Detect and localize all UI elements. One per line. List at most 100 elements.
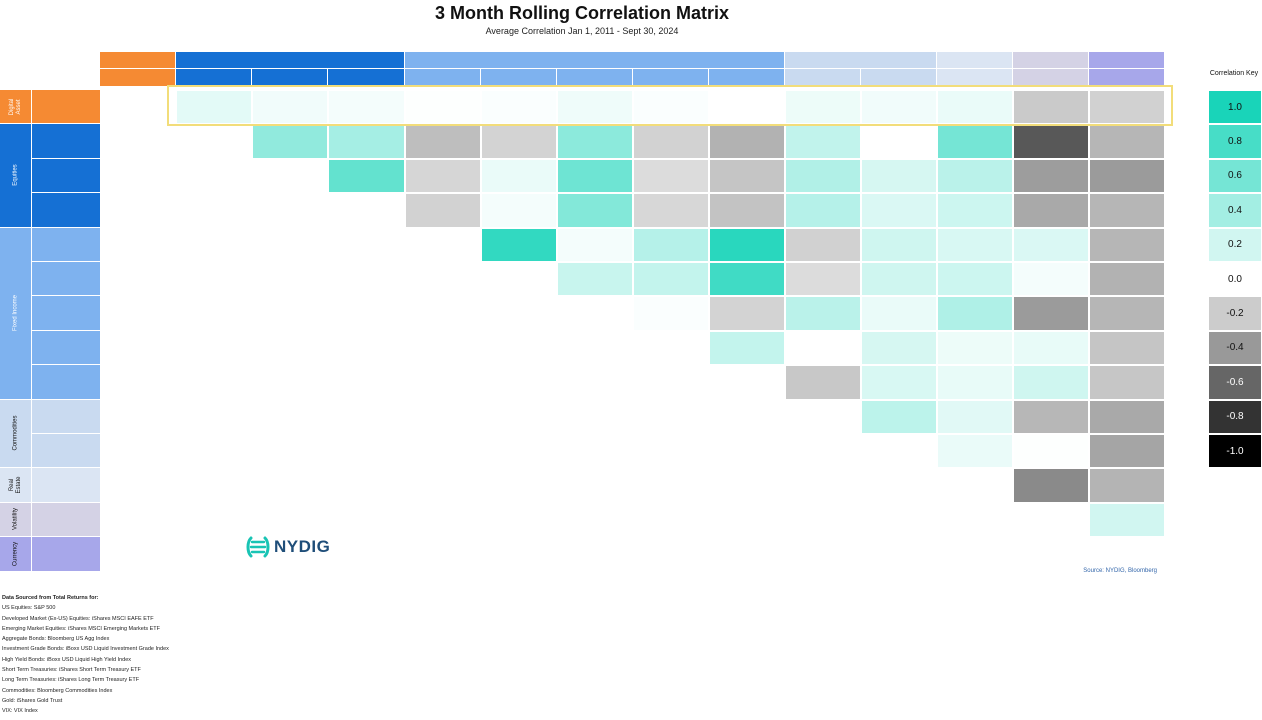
correlation-cell	[937, 330, 1013, 366]
key-swatch: 0.0	[1208, 262, 1262, 297]
notes-line: Long Term Treasuries: iShares Long Term …	[2, 677, 140, 684]
correlation-cell	[937, 193, 1013, 228]
notes-line: Commodities: Bloomberg Commodities Index	[2, 687, 113, 694]
correlation-cell	[481, 124, 557, 159]
column-header-lt-us-treasuries	[709, 69, 785, 86]
correlation-key-title: Correlation Key	[1209, 70, 1259, 77]
row-label-us-dollar	[32, 537, 100, 572]
notes-line: Short Term Treasuries: iShares Short Ter…	[2, 667, 141, 674]
correlation-cell	[1089, 399, 1165, 434]
row-label-bitcoin	[32, 90, 100, 125]
notes-line: High Yield Bonds: iBoxx USD Liquid High …	[2, 656, 132, 663]
correlation-cell	[1089, 330, 1165, 366]
nydig-logo: NYDIG	[246, 535, 330, 559]
correlation-cell	[481, 90, 557, 125]
correlation-cell	[633, 193, 709, 228]
correlation-cell	[937, 262, 1013, 297]
column-group-commodities	[785, 52, 937, 69]
correlation-cell	[709, 330, 785, 366]
correlation-cell	[481, 158, 557, 194]
correlation-cell	[785, 227, 861, 262]
correlation-cell	[481, 193, 557, 228]
correlation-cell	[1013, 124, 1089, 159]
correlation-cell	[1013, 468, 1089, 503]
correlation-cell	[1013, 90, 1089, 125]
correlation-cell	[709, 90, 785, 125]
row-group-equities: Equities	[0, 124, 32, 228]
row-label-lt-us-treasuries	[32, 365, 100, 400]
correlation-cell	[1013, 296, 1089, 331]
row-label-us-equities	[32, 124, 100, 159]
correlation-cell	[633, 262, 709, 297]
notes-lines: US Equities: S&P 500 Developed Market (Ex…	[2, 603, 169, 716]
column-header-us-equities	[176, 69, 252, 86]
column-header-dm-equities	[252, 69, 328, 86]
correlation-cell	[252, 90, 328, 125]
column-header-hy-bonds	[557, 69, 633, 86]
correlation-cell	[937, 124, 1013, 159]
correlation-cell	[709, 193, 785, 228]
correlation-cell	[709, 262, 785, 297]
key-swatch: -0.4	[1208, 330, 1262, 366]
correlation-cell	[785, 90, 861, 125]
correlation-cell	[633, 124, 709, 159]
nydig-logo-icon	[246, 536, 270, 558]
column-group-real-estate	[937, 52, 1013, 69]
correlation-cell	[861, 227, 937, 262]
row-label-ig-bonds	[32, 262, 100, 297]
correlation-cell	[709, 158, 785, 194]
correlation-cell	[176, 90, 252, 125]
row-label-st-us-treasuries	[32, 330, 100, 366]
column-header-em-equities	[328, 69, 405, 86]
column-header-aggregate-bonds	[405, 69, 481, 86]
correlation-cell	[937, 158, 1013, 194]
key-swatch: -0.2	[1208, 296, 1262, 331]
row-group-fixed-income: Fixed Income	[0, 227, 32, 400]
correlation-cell	[557, 262, 633, 297]
key-swatch: 0.2	[1208, 227, 1262, 262]
correlation-cell	[861, 124, 937, 159]
column-header-commodities	[785, 69, 861, 86]
key-swatch: 0.8	[1208, 124, 1262, 159]
correlation-cell	[1089, 193, 1165, 228]
chart-subtitle: Average Correlation Jan 1, 2011 - Sept 3…	[485, 26, 679, 36]
column-group-volatility	[1013, 52, 1089, 69]
column-header-bitcoin	[100, 69, 176, 86]
row-label-aggregate-bonds	[32, 227, 100, 262]
correlation-cell	[937, 434, 1013, 469]
correlation-cell	[1089, 124, 1165, 159]
source-note: Source: NYDIG, Bloomberg	[1083, 568, 1157, 574]
correlation-cell	[937, 296, 1013, 331]
correlation-cell	[1089, 227, 1165, 262]
row-group-real-estate: Real Estate	[0, 468, 32, 503]
bitcoin-row-highlight	[167, 85, 1173, 126]
correlation-cell	[861, 365, 937, 400]
correlation-cell	[785, 296, 861, 331]
correlation-cell	[937, 399, 1013, 434]
row-label-vix	[32, 502, 100, 538]
correlation-cell	[1013, 158, 1089, 194]
notes-line: Investment Grade Bonds: iBoxx USD Liquid…	[2, 646, 169, 653]
row-label-commodities	[32, 399, 100, 434]
column-header-us-dollar	[1089, 69, 1165, 86]
notes-line: Gold: iShares Gold Trust	[2, 697, 63, 704]
correlation-cell	[405, 158, 481, 194]
notes-line: Aggregate Bonds: Bloomberg US Agg Index	[2, 636, 110, 643]
data-sources-notes: Data Sourced from Total Returns for: US …	[2, 593, 169, 717]
key-swatch: 0.6	[1208, 158, 1262, 194]
correlation-cell	[709, 296, 785, 331]
correlation-cell	[252, 124, 328, 159]
column-group-digital-asset	[100, 52, 176, 69]
correlation-cell	[937, 90, 1013, 125]
correlation-cell	[1089, 434, 1165, 469]
correlation-cell	[937, 365, 1013, 400]
correlation-cell	[861, 158, 937, 194]
row-label-dm-equities	[32, 158, 100, 194]
row-group-currency: Currency	[0, 537, 32, 572]
correlation-cell	[1089, 468, 1165, 503]
row-group-label: Commodities	[12, 415, 18, 451]
column-header-st-us-treasuries	[633, 69, 709, 86]
correlation-cell	[633, 227, 709, 262]
correlation-cell	[785, 124, 861, 159]
column-header-ig-bonds	[481, 69, 557, 86]
